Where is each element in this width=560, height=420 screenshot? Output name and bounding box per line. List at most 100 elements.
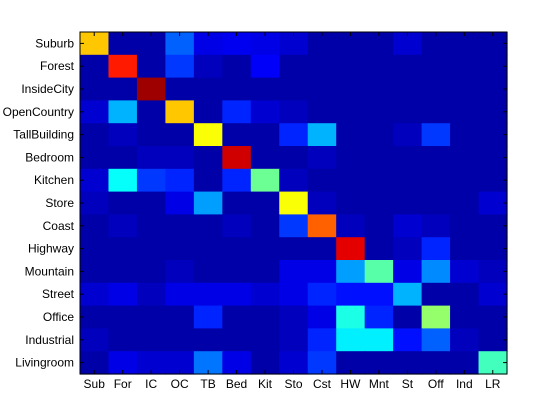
heatmap-cell-r2-c13 bbox=[450, 77, 480, 101]
heatmap-cell-r14-c13 bbox=[450, 351, 480, 375]
column-label-ic: IC bbox=[145, 377, 157, 391]
heatmap-cell-r13-c5 bbox=[222, 328, 252, 352]
heatmap-cell-r6-c11 bbox=[393, 168, 423, 193]
column-label-sub: Sub bbox=[84, 377, 106, 391]
heatmap-cell-r10-c8 bbox=[307, 260, 337, 284]
heatmap-cell-r1-c6 bbox=[250, 54, 280, 79]
heatmap-cell-r10-c0 bbox=[80, 260, 110, 284]
heatmap-cell-r6-c4 bbox=[193, 168, 223, 193]
heatmap-cell-r5-c2 bbox=[136, 146, 166, 170]
row-labels: Suburb Forest InsideCity OpenCountry TallBui… bbox=[3, 36, 75, 369]
heatmap-cell-r11-c10 bbox=[364, 282, 394, 307]
heatmap-cell-r6-c10 bbox=[364, 168, 394, 193]
heatmap-cell-r12-c7 bbox=[279, 305, 309, 329]
heatmap-cell-r11-c7 bbox=[279, 282, 309, 307]
heatmap-cell-r13-c9 bbox=[336, 328, 366, 352]
heatmap-cell-r11-c4 bbox=[193, 282, 223, 307]
heatmap-cell-r0-c8 bbox=[307, 32, 337, 56]
heatmap-cell-r2-c0 bbox=[80, 77, 110, 101]
heatmap-cell-r14-c1 bbox=[108, 351, 138, 375]
heatmap-cell-r6-c1 bbox=[108, 168, 138, 193]
heatmap-cell-r1-c0 bbox=[80, 54, 110, 79]
heatmap-cell-r14-c11 bbox=[393, 351, 423, 375]
heatmap-cell-r7-c10 bbox=[364, 191, 394, 215]
heatmap-cell-r3-c10 bbox=[364, 100, 394, 124]
heatmap-cell-r8-c2 bbox=[136, 214, 166, 238]
heatmap-cell-r9-c0 bbox=[80, 237, 110, 261]
heatmap-cell-r5-c4 bbox=[193, 146, 223, 170]
heatmap-cell-r7-c14 bbox=[478, 191, 508, 215]
heatmap-cell-r1-c5 bbox=[222, 54, 252, 79]
heatmap-cell-r7-c3 bbox=[165, 191, 195, 215]
heatmap-cell-r5-c6 bbox=[250, 146, 280, 170]
heatmap-cell-r9-c14 bbox=[478, 237, 508, 261]
heatmap-cell-r2-c9 bbox=[336, 77, 366, 101]
heatmap-cell-r8-c4 bbox=[193, 214, 223, 238]
heatmap-cell-r10-c12 bbox=[421, 260, 451, 284]
heatmap-cell-r11-c3 bbox=[165, 282, 195, 307]
row-label-coast: Coast bbox=[43, 219, 75, 233]
heatmap-cell-r0-c2 bbox=[136, 32, 166, 56]
heatmap-cell-r0-c0 bbox=[80, 32, 110, 56]
heatmap-cell-r2-c14 bbox=[478, 77, 508, 101]
heatmap-cell-r0-c6 bbox=[250, 32, 280, 56]
heatmap-cell-r12-c11 bbox=[393, 305, 423, 329]
heatmap-cell-r6-c9 bbox=[336, 168, 366, 193]
heatmap-cell-r9-c10 bbox=[364, 237, 394, 261]
heatmap-cells bbox=[80, 32, 508, 375]
heatmap-cell-r7-c7 bbox=[279, 191, 309, 215]
heatmap-cell-r8-c8 bbox=[307, 214, 337, 238]
row-label-store: Store bbox=[45, 196, 74, 210]
heatmap-cell-r2-c10 bbox=[364, 77, 394, 101]
heatmap-cell-r4-c8 bbox=[307, 123, 337, 147]
heatmap-cell-r7-c11 bbox=[393, 191, 423, 215]
heatmap-cell-r0-c14 bbox=[478, 32, 508, 56]
heatmap-cell-r1-c11 bbox=[393, 54, 423, 79]
heatmap-cell-r12-c3 bbox=[165, 305, 195, 329]
heatmap-cell-r10-c6 bbox=[250, 260, 280, 284]
heatmap-cell-r11-c8 bbox=[307, 282, 337, 307]
row-label-mountain: Mountain bbox=[25, 264, 74, 278]
heatmap-cell-r3-c2 bbox=[136, 100, 166, 124]
heatmap-cell-r8-c0 bbox=[80, 214, 110, 238]
heatmap-cell-r10-c1 bbox=[108, 260, 138, 284]
heatmap-cell-r9-c8 bbox=[307, 237, 337, 261]
heatmap-cell-r12-c4 bbox=[193, 305, 223, 329]
heatmap-cell-r10-c13 bbox=[450, 260, 480, 284]
heatmap-cell-r5-c14 bbox=[478, 146, 508, 170]
heatmap-cell-r4-c14 bbox=[478, 123, 508, 147]
heatmap-cell-r14-c14 bbox=[478, 351, 508, 375]
heatmap-cell-r14-c6 bbox=[250, 351, 280, 375]
heatmap-cell-r13-c6 bbox=[250, 328, 280, 352]
column-label-off: Off bbox=[428, 377, 444, 391]
heatmap-cell-r3-c13 bbox=[450, 100, 480, 124]
heatmap-cell-r8-c14 bbox=[478, 214, 508, 238]
heatmap-cell-r3-c14 bbox=[478, 100, 508, 124]
heatmap-cell-r10-c2 bbox=[136, 260, 166, 284]
heatmap-cell-r9-c2 bbox=[136, 237, 166, 261]
heatmap-cell-r4-c5 bbox=[222, 123, 252, 147]
heatmap-cell-r8-c6 bbox=[250, 214, 280, 238]
heatmap-cell-r2-c12 bbox=[421, 77, 451, 101]
heatmap-cell-r12-c0 bbox=[80, 305, 110, 329]
heatmap-cell-r9-c5 bbox=[222, 237, 252, 261]
heatmap-cell-r0-c10 bbox=[364, 32, 394, 56]
heatmap-cell-r6-c5 bbox=[222, 168, 252, 193]
row-label-livingroom: Livingroom bbox=[15, 356, 74, 370]
heatmap-cell-r9-c7 bbox=[279, 237, 309, 261]
heatmap-cell-r14-c3 bbox=[165, 351, 195, 375]
heatmap-cell-r9-c13 bbox=[450, 237, 480, 261]
heatmap-cell-r3-c6 bbox=[250, 100, 280, 124]
heatmap-cell-r4-c13 bbox=[450, 123, 480, 147]
heatmap-cell-r9-c3 bbox=[165, 237, 195, 261]
column-label-oc: OC bbox=[171, 377, 189, 391]
heatmap-cell-r3-c1 bbox=[108, 100, 138, 124]
column-label-lr: LR bbox=[485, 377, 501, 391]
heatmap-cell-r3-c11 bbox=[393, 100, 423, 124]
heatmap-cell-r13-c13 bbox=[450, 328, 480, 352]
heatmap-cell-r12-c10 bbox=[364, 305, 394, 329]
heatmap-cell-r1-c9 bbox=[336, 54, 366, 79]
row-label-tallbuilding: TallBuilding bbox=[13, 128, 74, 142]
heatmap-cell-r4-c10 bbox=[364, 123, 394, 147]
heatmap-cell-r4-c1 bbox=[108, 123, 138, 147]
